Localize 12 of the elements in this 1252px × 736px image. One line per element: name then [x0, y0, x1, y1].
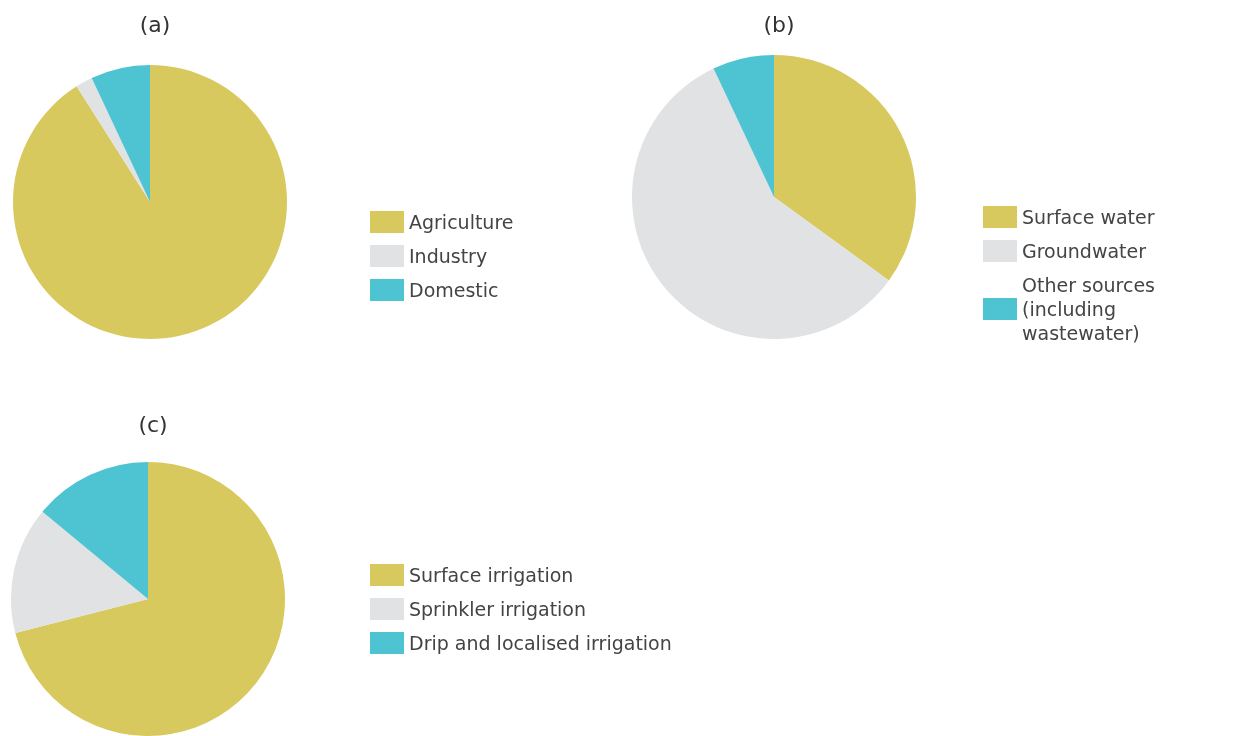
legend-label: Surface water — [1022, 206, 1155, 228]
legend-label: Sprinkler irrigation — [409, 598, 587, 620]
legend-label: Industry — [409, 245, 488, 267]
chart-title: (a) — [139, 11, 171, 37]
legend-label: Groundwater — [1022, 240, 1147, 262]
legend-label: Other sources (including wastewater) — [1022, 274, 1162, 344]
legend-label: Domestic — [409, 279, 499, 301]
chart-title: (b) — [763, 11, 795, 37]
chart-title: (c) — [138, 411, 168, 437]
legend-label: Surface irrigation — [409, 564, 574, 586]
legend-label: Drip and localised irrigation — [409, 632, 672, 654]
legend-label: Agriculture — [409, 211, 514, 233]
